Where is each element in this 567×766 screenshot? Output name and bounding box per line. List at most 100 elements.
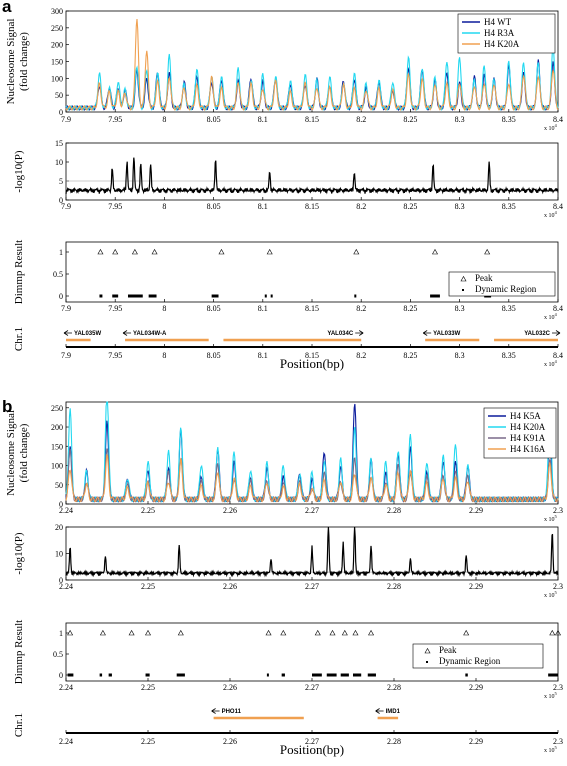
dimmp-dynamic-region [340,673,349,677]
signal-xtick-label: 8.1 [258,115,268,124]
signal-xtick-label: 8.35 [502,115,516,124]
pvalue-ytick-label: 10 [55,158,63,167]
dimmp-ytick-label: 1 [59,248,63,257]
signal-ylabel-line1: Nucleosome Signal [5,19,17,105]
signal-xtick-label: 2.3 [553,506,563,515]
x-exponent-power: 4 [555,123,558,128]
gene-direction-arrow [552,330,561,336]
dimmp-xtick-label: 8.05 [207,304,221,313]
signal-series-h4-k20a [65,401,559,503]
pvalue-xtick-label: 2.28 [387,582,401,591]
pvalue-xtick-label: 7.9 [61,202,71,211]
signal-xtick-label: 8.2 [356,115,366,124]
pvalue-ytick-label: 20 [55,523,63,532]
dimmp-ytick-label: 1 [59,629,63,638]
panel-letter-b: b [2,397,12,416]
gene-direction-arrow [211,708,220,714]
dimmp-xtick-label: 2.26 [223,683,237,692]
pvalue-xtick-label: 8.15 [305,202,319,211]
pvalue-series [65,157,559,195]
dimmp-legend-region-symbol [426,661,428,663]
dimmp-xtick-label: 2.27 [305,683,319,692]
dimmp-dynamic-region [99,673,103,677]
dimmp-ytick-label: 0.5 [53,270,63,279]
pvalue-xtick-label: 8.05 [207,202,221,211]
signal-ytick-label: 50 [55,91,63,100]
dimmp-peak-marker [112,248,119,255]
signal-ytick-label: 200 [51,423,63,432]
signal-xtick-label: 8.25 [403,115,417,124]
signal-xtick-label: 2.25 [141,506,155,515]
dimmp-xtick-label: 7.9 [61,304,71,313]
panel-letter-a: a [2,0,12,16]
dimmp-dynamic-region [145,673,150,677]
dimmp-ylabel: Dimmp Result [13,240,25,304]
signal-xtick-label: 8.3 [455,115,465,124]
dimmp-x-exponent: x 105 [544,691,558,700]
dimmp-xtick-label: 8.4 [553,304,563,313]
dimmp-x-exponent: x 104 [544,312,558,321]
gene-label: YAL033W [433,331,460,337]
gene-label: PHO11 [222,709,242,715]
pvalue-xtick-label: 2.26 [223,582,237,591]
pvalue-ytick-label: 5 [59,177,63,186]
dimmp-dynamic-region [176,673,185,677]
chromosome-xtick-label: 2.29 [469,737,483,746]
gene-direction-arrow [422,330,432,336]
pvalue-ytick-label: 10 [55,550,63,559]
signal-legend-label: H4 K91A [510,433,546,443]
dimmp-xtick-label: 8.15 [305,304,319,313]
x-axis-label: Position(bp) [280,742,344,757]
dimmp-ytick-label: 0.5 [53,650,63,659]
dimmp-legend-peak-symbol [460,275,467,282]
signal-series-h4-k16a [65,453,559,503]
x-exponent-power: 5 [555,590,558,595]
pvalue-xtick-label: 8.1 [258,202,268,211]
pvalue-xtick-label: 2.25 [141,582,155,591]
pvalue-ylabel: -log10(P) [13,532,25,575]
signal-xtick-label: 7.95 [108,115,122,124]
dimmp-ylabel: Dimmp Result [13,620,25,684]
chromosome-xtick-label: 2.25 [141,737,155,746]
chromosome-xtick-label: 8.25 [403,351,417,360]
signal-xtick-label: 2.24 [59,506,73,515]
dimmp-ytick-label: 0 [59,671,63,680]
gene-label: YAL034W-A [133,331,167,337]
chromosome-xtick-label: 2.27 [305,737,319,746]
dimmp-peak-marker [280,629,287,636]
dimmp-xtick-label: 8.1 [258,304,268,313]
x-exponent-base: x 10 [544,593,555,599]
dimmp-legend-label: Peak [475,273,493,283]
dimmp-peak-marker [67,629,74,636]
signal-xtick-label: 2.26 [223,506,237,515]
dimmp-peak-marker [368,629,375,636]
x-exponent-power: 4 [555,210,558,215]
chromosome-xtick-label: 8.05 [207,351,221,360]
signal-x-exponent: x 105 [544,514,558,523]
x-exponent-base: x 10 [544,748,555,754]
dimmp-dynamic-region [112,294,119,298]
dimmp-legend-label: Dynamic Region [439,656,501,666]
dimmp-dynamic-region [367,673,376,677]
x-exponent-base: x 10 [544,315,555,321]
gene-direction-arrow [122,330,132,336]
dimmp-peak-marker [144,629,152,636]
pvalue-xtick-label: 8.3 [455,202,465,211]
pvalue-xtick-label: 8.4 [553,202,563,211]
chromosome-xtick-label: 8 [162,351,166,360]
dimmp-xtick-label: 2.25 [141,683,155,692]
dimmp-xtick-label: 2.3 [553,683,563,692]
gene-label: YAL035W [74,331,101,337]
pvalue-x-exponent: x 105 [544,590,558,599]
dimmp-peak-marker [549,629,556,636]
dimmp-dynamic-region [127,294,143,298]
chromosome-xtick-label: 8.2 [356,351,366,360]
pvalue-xtick-label: 2.3 [553,582,563,591]
pvalue-xtick-label: 8.2 [356,202,366,211]
x-exponent-power: 5 [555,745,558,750]
dimmp-xtick-label: 2.24 [59,683,73,692]
signal-ylabel-line2: (fold change) [18,423,30,482]
chromosome-xtick-label: 2.26 [223,737,237,746]
dimmp-xtick-label: 8 [162,304,166,313]
dimmp-dynamic-region [148,294,157,298]
